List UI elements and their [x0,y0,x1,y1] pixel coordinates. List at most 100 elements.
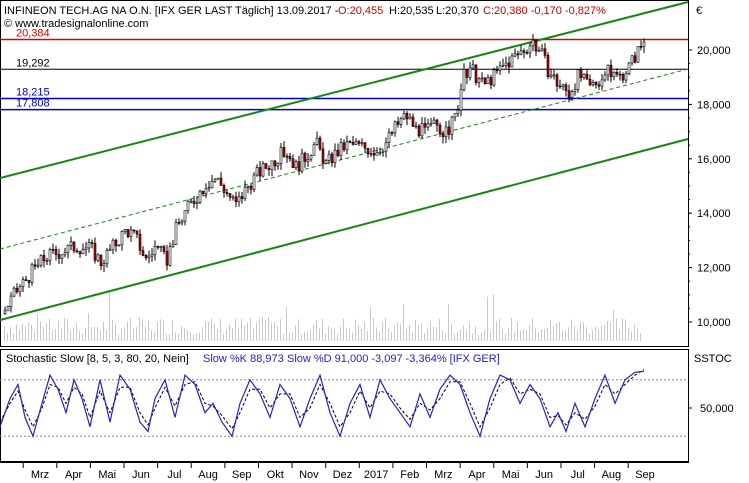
volume-bar [139,317,140,341]
volume-bar [130,317,131,341]
candle-body [390,132,394,134]
volume-bar [418,325,419,341]
volume-bar [106,330,107,341]
volume-bar [289,332,290,341]
candle-body [381,150,385,153]
candle-body [420,123,424,137]
volume-bar [115,323,116,341]
volume-bar [40,321,41,341]
candle-body [501,64,505,67]
level-label: 20,384 [16,28,50,40]
volume-bar [88,313,89,341]
volume-bar [235,318,236,341]
volume-bar [292,331,293,341]
volume-bar [238,327,239,341]
stochastic-d-value: Slow %D 91,000 -3,097 -3,364% [IFX GER] [287,353,500,365]
volume-bar [484,329,485,341]
volume-bar [442,330,443,341]
volume-bar [205,321,206,341]
candle-body [63,252,67,256]
time-tick-label: Jun [535,469,553,481]
candle-body [150,254,154,257]
volume-bar [151,330,152,341]
volume-bar [148,320,149,341]
candle-body [435,119,439,126]
volume-bar [76,323,77,341]
volume-bar [121,328,122,341]
volume-bar [319,328,320,341]
candle-body [465,68,469,78]
volume-bar [337,333,338,341]
volume-bar [262,317,263,341]
channel-upper-line [0,1,689,179]
volume-bar [499,318,500,341]
volume-bar [565,330,566,341]
volume-bar [124,327,125,341]
candle-body [129,229,133,237]
volume-bar [469,323,470,341]
candle-body [354,141,358,145]
candle-body [405,113,409,120]
candle-body [90,242,94,244]
candle-body [93,243,97,261]
volume-bar [154,332,155,341]
candle-body [447,126,451,135]
candle-body [621,74,625,81]
volume-bar [544,329,545,341]
volume-bar [520,330,521,341]
candle-body [576,69,580,90]
trend-channel [0,1,689,321]
candle-body [618,73,622,76]
volume-bar [415,320,416,341]
candle-body [51,249,55,251]
channel-lower-line [0,138,689,321]
header-line: INFINEON TECH.AG NA O.N. [IFX GER LAST T… [4,5,606,17]
volume-bar [304,331,305,341]
candle-body [498,65,502,71]
volume-bar [532,318,533,341]
candle-body [579,69,583,79]
candle-body [84,247,88,250]
volume-bar [511,317,512,341]
candle-body [75,250,79,253]
candle-body [69,241,73,246]
volume-bar [70,330,71,341]
volume-bar [550,320,551,341]
volume-bar [568,327,569,341]
candle-body [6,306,10,312]
header-close: C:20,380 -0,170 -0,827% [483,5,606,17]
candle-body [327,153,331,161]
volume-bar [163,320,164,341]
volume-bar [259,318,260,341]
volume-bar [280,319,281,341]
candle-body [417,125,421,137]
volume-bar [250,317,251,341]
volume-bar [274,321,275,341]
candle-body [192,200,196,204]
volume-bar [607,320,608,341]
volume-bar [427,328,428,341]
volume-bar [472,333,473,341]
volume-bar [22,323,23,341]
volume-bar [178,334,179,341]
volume-bar [46,322,47,341]
volume-bar [436,327,437,341]
candle-body [387,132,391,143]
candle-body [291,158,295,169]
candle-body [540,48,544,51]
volume-bar [82,333,83,341]
volume-bar [460,329,461,341]
volume-bar [97,326,98,341]
volume-bar [160,319,161,341]
volume-bar [211,318,212,341]
time-tick-label: Dez [333,469,353,481]
volume-bar [625,319,626,341]
level-label: 18,215 [16,87,50,99]
candle-body [264,163,268,169]
candle-body [189,200,193,203]
candle-body [156,246,160,248]
stochastic-axis-label: 50,000 [700,403,734,415]
candle-body [15,287,19,293]
time-tick-label: Sep [635,469,655,481]
